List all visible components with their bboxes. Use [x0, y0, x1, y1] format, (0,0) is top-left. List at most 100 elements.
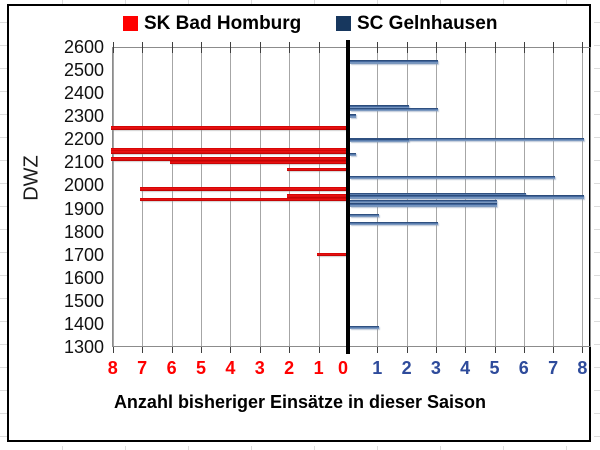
legend-label: SK Bad Homburg: [144, 13, 302, 34]
axis-tick-bottom: [112, 347, 114, 353]
axis-tick-top: [201, 42, 202, 53]
axis-tick-top: [406, 42, 408, 53]
gridline: [112, 47, 114, 347]
axis-tick-bottom: [289, 347, 291, 353]
y-tick-label: 2300: [63, 106, 104, 127]
gridline: [142, 47, 144, 347]
x-tick-label-left: 5: [195, 358, 206, 378]
x-tick-label-left: 7: [137, 358, 148, 378]
bar-sk-bad-homburg: [110, 125, 346, 130]
axis-tick-bottom: [553, 347, 555, 353]
axis-tick-bottom: [230, 347, 232, 353]
x-tick-label-right: 2: [401, 358, 412, 378]
y-tick-label: 1400: [63, 313, 104, 334]
x-tick-label-left: 0: [337, 358, 348, 378]
y-axis-title: DWZ: [20, 155, 43, 201]
legend-swatch-red: [123, 16, 138, 31]
axis-tick-bottom: [142, 347, 144, 353]
legend: SK Bad Homburg SC Gelnhausen: [0, 13, 600, 37]
x-tick-label-left: 3: [254, 358, 265, 378]
x-tick-label-right: 3: [430, 358, 441, 378]
x-tick-label-right: 7: [548, 358, 559, 378]
axis-tick-bottom: [494, 347, 496, 353]
bar-sk-bad-homburg: [316, 252, 346, 257]
axis-tick-bottom: [406, 347, 408, 353]
axis-tick-bottom: [377, 347, 379, 353]
bar-sk-bad-homburg: [287, 194, 346, 198]
axis-tick-bottom: [465, 347, 467, 353]
x-axis-title: Anzahl bisheriger Einsätze in dieser Sai…: [113, 392, 487, 412]
bar-sc-gelnhausen: [350, 325, 380, 330]
x-tick-label-right: 1: [372, 358, 383, 378]
gridline: [171, 47, 173, 347]
axis-tick-top: [377, 42, 379, 53]
axis-tick-bottom: [582, 347, 584, 353]
y-tick-label: 1800: [63, 221, 104, 242]
axis-tick-top: [259, 42, 261, 53]
axis-tick-bottom: [201, 347, 202, 353]
bar-sc-gelnhausen: [350, 138, 409, 143]
y-tick-label: 1900: [63, 198, 104, 219]
x-tick-label-left: 6: [166, 358, 177, 378]
bar-sk-bad-homburg: [287, 167, 346, 172]
x-tick-label-left: 2: [284, 358, 295, 378]
axis-tick-top: [171, 42, 173, 53]
bar-sk-bad-homburg: [169, 160, 346, 165]
bar-sk-bad-homburg: [110, 147, 346, 152]
bar-sc-gelnhausen: [350, 105, 409, 109]
chart-frame: [7, 4, 591, 442]
y-tick-label: 1300: [63, 337, 104, 357]
y-tick-label: 2400: [63, 83, 104, 104]
axis-tick-bottom: [435, 347, 437, 353]
bar-sc-gelnhausen: [350, 60, 438, 64]
bar-sk-bad-homburg: [110, 157, 346, 161]
bar-sc-gelnhausen: [350, 175, 556, 180]
axis-tick-bottom: [259, 347, 261, 353]
axis-tick-top: [582, 42, 584, 53]
bar-sc-gelnhausen: [350, 192, 526, 197]
bar-sc-gelnhausen: [350, 114, 356, 119]
bar-sk-bad-homburg: [140, 197, 346, 202]
bar-sc-gelnhausen: [350, 199, 497, 204]
bar-sc-gelnhausen: [350, 152, 356, 157]
bar-sc-gelnhausen: [350, 221, 438, 226]
y-tick-label: 1600: [63, 267, 104, 288]
axis-tick-top: [553, 42, 555, 53]
x-tick-label-right: 6: [518, 358, 529, 378]
axis-tick-top: [523, 42, 525, 53]
gridline: [259, 47, 261, 347]
axis-tick-bottom: [523, 347, 525, 353]
axis-tick-top: [289, 42, 291, 53]
x-tick-label-right: 5: [489, 358, 500, 378]
y-tick-label: 2500: [63, 60, 104, 81]
zero-axis: [346, 40, 350, 354]
axis-tick-top: [230, 42, 232, 53]
legend-label: SC Gelnhausen: [357, 13, 498, 34]
bar-sc-gelnhausen: [350, 195, 585, 199]
bar-sc-gelnhausen: [350, 107, 438, 112]
axis-tick-top: [494, 42, 496, 53]
y-tick-label: 2200: [63, 129, 104, 150]
bar-sc-gelnhausen: [350, 213, 380, 218]
x-tick-label-left: 4: [225, 358, 236, 378]
axis-tick-top: [318, 42, 320, 53]
axis-tick-top: [112, 42, 114, 53]
axis-tick-top: [435, 42, 437, 53]
bar-sc-gelnhausen: [350, 137, 585, 142]
x-tick-label-left: 8: [107, 358, 118, 378]
y-tick-label: 2100: [63, 152, 104, 173]
bar-sk-bad-homburg: [110, 150, 346, 154]
gridline: [201, 47, 202, 347]
y-tick-label: 1500: [63, 290, 104, 311]
legend-swatch-blue: [336, 16, 351, 31]
bar-sc-gelnhausen: [350, 203, 497, 207]
x-tick-label-right: 4: [460, 358, 471, 378]
axis-tick-bottom: [171, 347, 173, 353]
plot-border: [112, 47, 591, 347]
bar-sk-bad-homburg: [140, 187, 346, 191]
y-tick-label: 2600: [63, 37, 104, 57]
gridline: [230, 47, 232, 347]
x-tick-label-right: 8: [577, 358, 588, 378]
axis-tick-top: [465, 42, 467, 53]
